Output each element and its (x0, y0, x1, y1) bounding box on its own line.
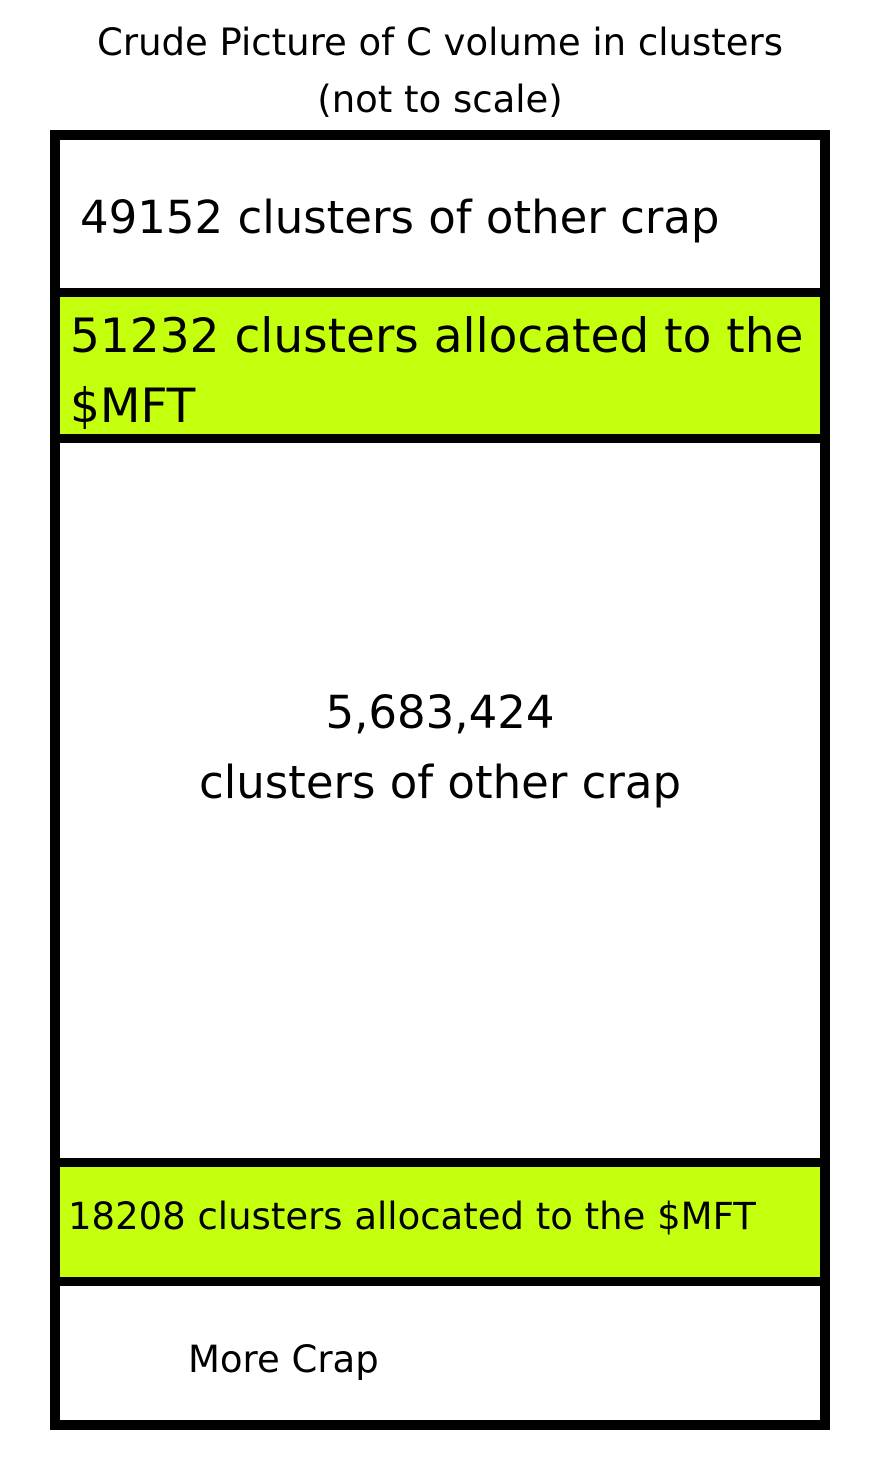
segment-label-mft-2: 18208 clusters allocated to the $MFT (68, 1195, 756, 1238)
segment-other-crap-2: 5,683,424 clusters of other crap (60, 443, 820, 1158)
segment-label-text: clusters of other crap (198, 756, 682, 809)
segment-label-other-crap-1: 49152 clusters of other crap (80, 191, 720, 244)
c-volume-diagram: 49152 clusters of other crap 51232 clust… (50, 130, 830, 1430)
segment-divider (60, 1158, 820, 1167)
segment-divider (60, 434, 820, 443)
segment-mft-2: 18208 clusters allocated to the $MFT (60, 1167, 820, 1277)
segment-label-more-crap: More Crap (188, 1338, 379, 1381)
segment-mft-1: 51232 clusters allocated to the $MFT (60, 297, 820, 434)
segment-other-crap-1: 49152 clusters of other crap (60, 140, 820, 288)
segment-more-crap: More Crap (60, 1286, 820, 1420)
segment-label-mft-1: 51232 clusters allocated to the $MFT (70, 309, 804, 434)
title-line-2: (not to scale) (317, 78, 563, 121)
title-line-1: Crude Picture of C volume in clusters (97, 21, 783, 64)
segment-divider (60, 288, 820, 297)
segment-divider (60, 1277, 820, 1286)
segment-label-other-crap-2: 5,683,424 clusters of other crap (60, 678, 820, 818)
segment-label-count: 5,683,424 (325, 686, 555, 739)
diagram-title: Crude Picture of C volume in clusters (n… (0, 14, 880, 128)
